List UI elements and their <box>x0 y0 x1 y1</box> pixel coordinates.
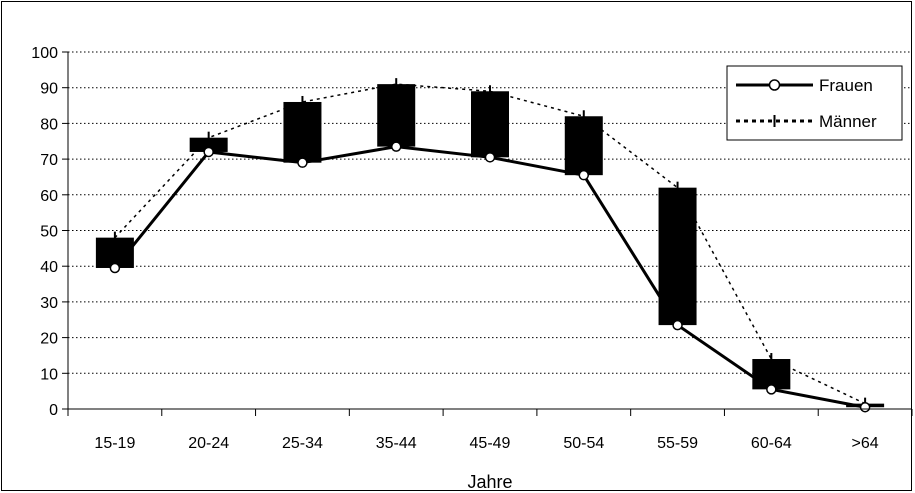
y-tick-label: 0 <box>49 402 58 419</box>
high-low-bar <box>283 101 322 163</box>
high-low-bar <box>189 137 228 152</box>
y-tick-label: 90 <box>40 81 58 98</box>
x-tick-label: 25-34 <box>282 435 323 452</box>
y-tick-label: 70 <box>40 152 58 169</box>
high-low-bar <box>377 84 416 147</box>
point-frauen <box>578 169 590 181</box>
point-frauen <box>203 146 214 158</box>
x-tick-label: 20-24 <box>188 435 229 452</box>
x-tick-label: >64 <box>852 435 879 452</box>
legend-box <box>726 65 903 141</box>
point-frauen <box>297 157 308 168</box>
x-tick-label: 35-44 <box>376 435 417 452</box>
axes <box>62 51 913 416</box>
y-tick-label: 40 <box>40 259 58 276</box>
high-low-bar <box>471 91 509 158</box>
x-tick-label: 50-54 <box>563 435 604 452</box>
point-frauen <box>484 152 496 163</box>
x-tick-label: 60-64 <box>751 435 792 452</box>
gridlines <box>68 51 912 374</box>
point-frauen <box>859 401 871 413</box>
y-tick-label: 80 <box>40 116 58 133</box>
series-line-maenner <box>114 83 866 405</box>
y-tick-label: 20 <box>40 331 58 348</box>
legend-marker-frauen <box>768 79 781 91</box>
point-frauen <box>390 141 402 152</box>
point-frauen <box>672 319 683 331</box>
y-tick-label: 60 <box>40 188 58 205</box>
point-frauen <box>109 262 121 274</box>
y-tick-labels: 0 10 20 30 40 50 60 70 80 90 100 <box>31 45 58 419</box>
legend: Frauen Männer <box>726 65 903 141</box>
series-lines <box>109 78 871 413</box>
high-low-bars <box>95 84 885 408</box>
point-frauen <box>766 384 777 395</box>
legend-label-maenner: Männer <box>819 112 877 131</box>
x-tick-label: 45-49 <box>470 435 511 452</box>
y-tick-label: 30 <box>40 295 58 312</box>
x-tick-label: 55-59 <box>657 435 698 452</box>
x-tick-label: 15-19 <box>94 435 135 452</box>
legend-label-frauen: Frauen <box>819 76 873 95</box>
y-tick-label: 100 <box>31 45 58 62</box>
x-axis-title: Jahre <box>467 472 512 492</box>
x-tick-labels: 15-19 20-24 25-34 35-44 45-49 50-54 55-59 60-64… <box>94 435 878 452</box>
y-tick-label: 10 <box>40 366 58 383</box>
y-tick-label: 50 <box>40 224 58 241</box>
high-low-bar <box>564 116 603 176</box>
